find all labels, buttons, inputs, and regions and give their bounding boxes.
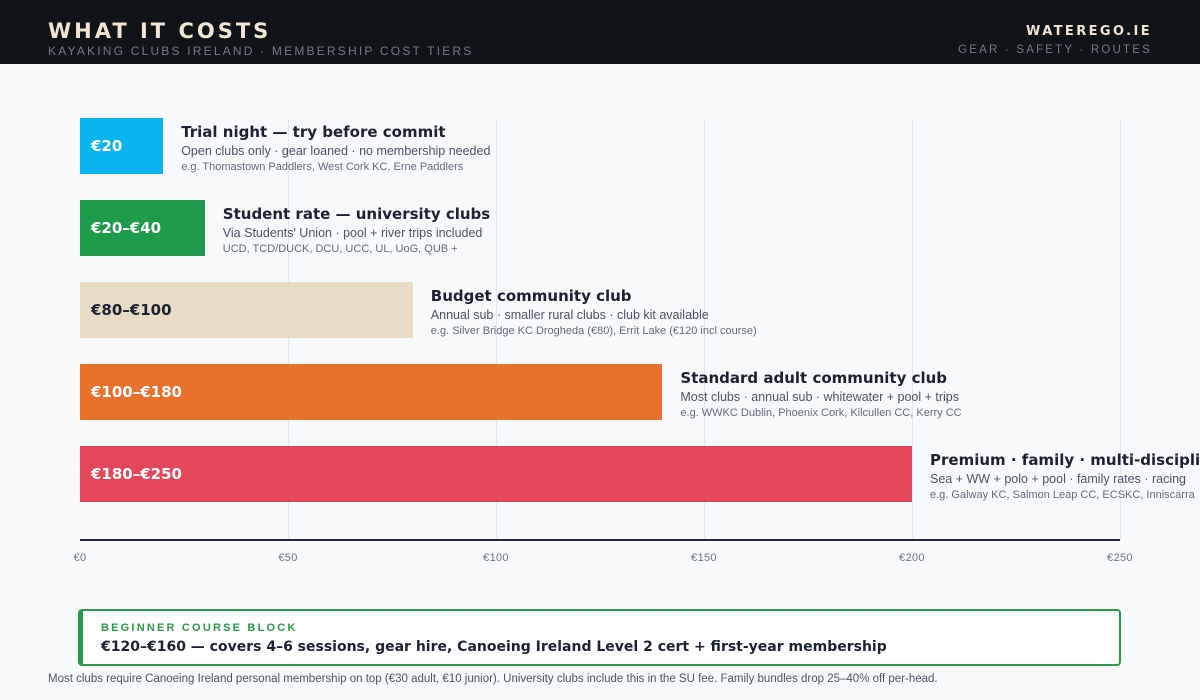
header: WHAT IT COSTS KAYAKING CLUBS IRELAND · M… [0, 0, 1200, 64]
bar[interactable]: €20 [80, 118, 164, 174]
beginner-course-callout: BEGINNER COURSE BLOCK €120–€160 — covers… [78, 609, 1121, 666]
gridline [912, 120, 913, 540]
bar[interactable]: €100–€180 [80, 364, 663, 420]
bar-examples: UCD, TCD/DUCK, DCU, UCC, UL, UoG, QUB + [222, 243, 458, 255]
bar-description: Via Students' Union · pool + river trips… [222, 226, 483, 240]
x-axis-line [80, 539, 1120, 541]
bar-examples: e.g. Galway KC, Salmon Leap CC, ECSKC, I… [930, 489, 1195, 501]
bar-examples: e.g. WWKC Dublin, Phoenix Cork, Kilculle… [680, 407, 962, 419]
gridline [496, 120, 497, 540]
bar-examples: e.g. Thomastown Paddlers, West Cork KC, … [181, 161, 464, 173]
gridline [1120, 120, 1121, 540]
x-tick-label: €200 [899, 552, 925, 564]
bar-description: Annual sub · smaller rural clubs · club … [430, 308, 709, 322]
bar-title: Premium · family · multi-discipline [930, 451, 1200, 469]
bar-title: Trial night — try before commit [181, 123, 446, 141]
brand-link[interactable]: WATEREGO.IE [1026, 24, 1152, 39]
bar-value-label: €100–€180 [91, 383, 182, 401]
header-nav[interactable]: GEAR · SAFETY · ROUTES [958, 44, 1152, 56]
bar-value-label: €20–€40 [91, 219, 162, 237]
x-tick-label: €250 [1107, 552, 1133, 564]
bar-title: Student rate — university clubs [222, 205, 491, 223]
gridline [704, 120, 705, 540]
bar[interactable]: €20–€40 [80, 200, 205, 256]
bar-value-label: €20 [91, 137, 123, 155]
x-tick-label: €0 [73, 552, 87, 564]
x-tick-label: €150 [691, 552, 717, 564]
x-tick-label: €100 [483, 552, 509, 564]
callout-kicker: BEGINNER COURSE BLOCK [101, 622, 298, 634]
callout-text: €120–€160 — covers 4–6 sessions, gear hi… [101, 639, 887, 655]
bar-description: Sea + WW + polo + pool · family rates · … [930, 472, 1187, 486]
footnote: Most clubs require Canoeing Ireland pers… [48, 673, 938, 685]
bar-description: Most clubs · annual sub · whitewater + p… [680, 390, 959, 404]
cost-tier-chart: €0 €50 €100 €150 €200 €250 €20 Trial night — tr… [0, 64, 1200, 604]
bar-value-label: €80–€100 [91, 301, 172, 319]
bar-description: Open clubs only · gear loaned · no membe… [181, 144, 491, 158]
x-tick-label: €50 [278, 552, 298, 564]
bar-value-label: €180–€250 [91, 465, 182, 483]
page-subtitle: KAYAKING CLUBS IRELAND · MEMBERSHIP COST… [48, 44, 474, 58]
bar[interactable]: €180–€250 [80, 446, 912, 502]
bar-title: Standard adult community club [680, 369, 948, 387]
bar-title: Budget community club [430, 287, 632, 305]
page-title: WHAT IT COSTS [48, 19, 272, 43]
bar[interactable]: €80–€100 [80, 282, 413, 338]
bar-examples: e.g. Silver Bridge KC Drogheda (€80), Er… [430, 325, 757, 337]
